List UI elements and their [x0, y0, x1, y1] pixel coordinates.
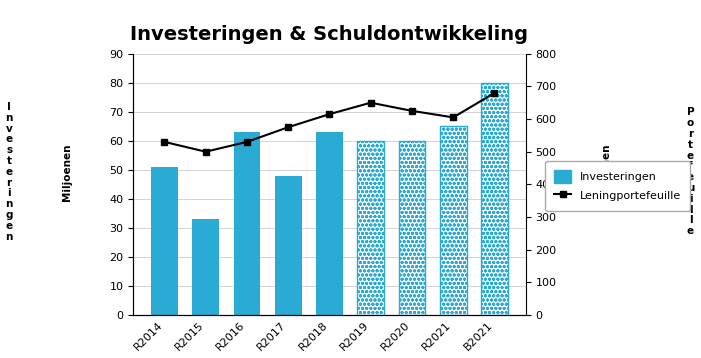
Bar: [440, 126, 467, 315]
Text: I
n
v
e
s
t
e
r
i
n
g
e
n: I n v e s t e r i n g e n: [6, 102, 13, 242]
Bar: [440, 126, 467, 315]
Text: Miljoenen: Miljoenen: [601, 143, 611, 200]
Text: Miljoenen: Miljoenen: [62, 143, 72, 200]
Title: Investeringen & Schuldontwikkeling: Investeringen & Schuldontwikkeling: [130, 25, 529, 44]
Bar: [316, 132, 343, 315]
Bar: [358, 141, 384, 315]
Bar: [151, 167, 178, 315]
Text: P
o
r
t
e
f
e
u
i
l
l
e: P o r t e f e u i l l e: [687, 107, 694, 236]
Bar: [233, 132, 260, 315]
Bar: [275, 176, 301, 315]
Bar: [399, 141, 426, 315]
Bar: [192, 219, 219, 315]
Bar: [358, 141, 384, 315]
Bar: [481, 83, 508, 315]
Legend: Investeringen, Leningportefeuille: Investeringen, Leningportefeuille: [545, 161, 690, 211]
Bar: [399, 141, 426, 315]
Bar: [481, 83, 508, 315]
